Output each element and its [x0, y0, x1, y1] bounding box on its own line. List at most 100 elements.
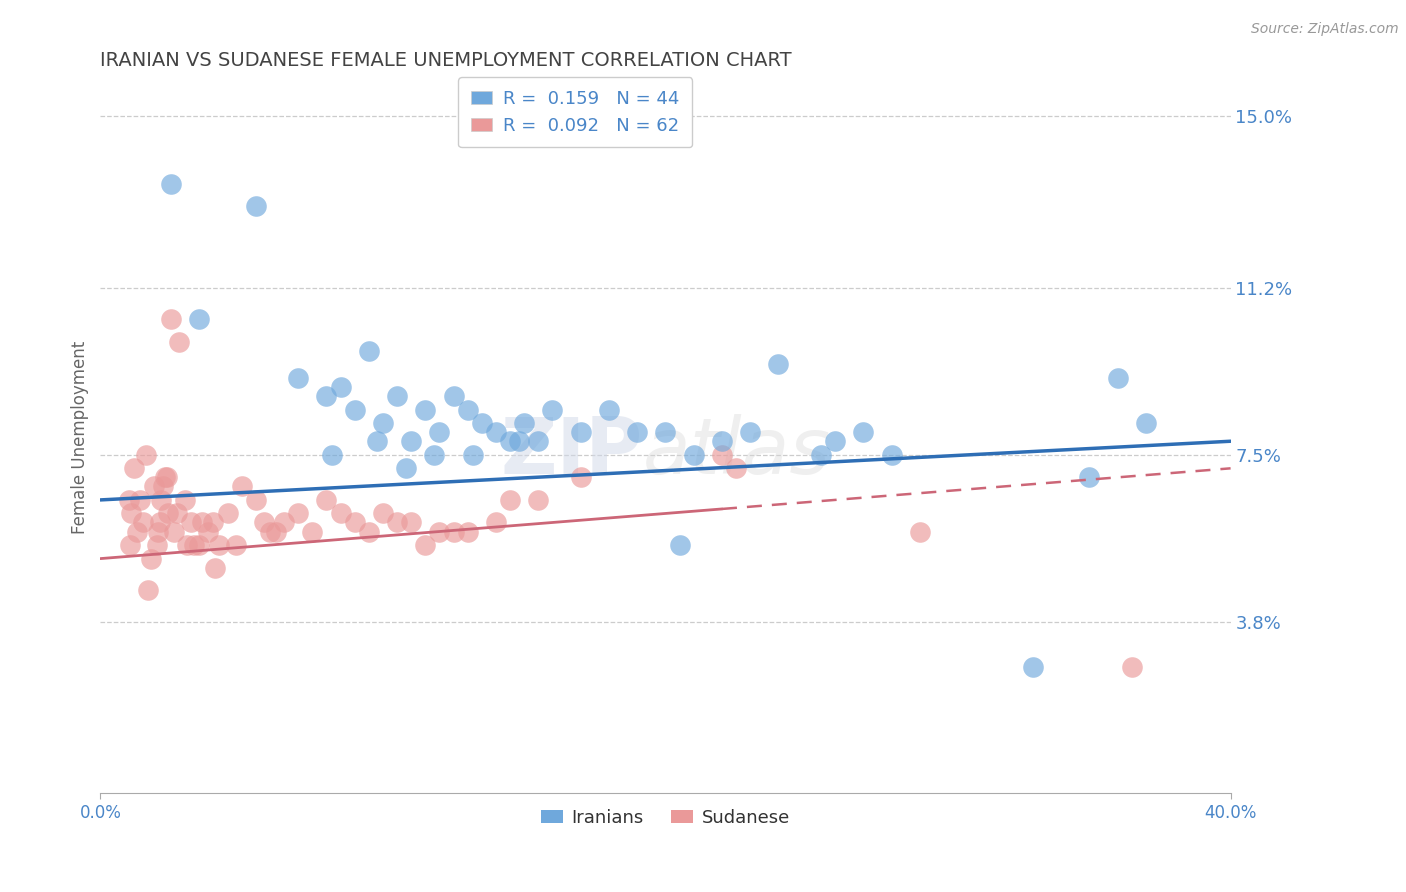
Point [668, 538, 690, 552]
Point [366, 434, 388, 449]
Point [485, 516, 508, 530]
Point [143, 479, 166, 493]
Point [880, 448, 903, 462]
Point [508, 434, 530, 449]
Point [117, 492, 139, 507]
Point [399, 434, 422, 449]
Point [169, 334, 191, 349]
Point [156, 470, 179, 484]
Point [527, 434, 550, 449]
Point [626, 425, 648, 440]
Point [135, 448, 157, 462]
Point [513, 416, 536, 430]
Point [157, 507, 180, 521]
Point [385, 516, 408, 530]
Point [245, 199, 267, 213]
Point [463, 448, 485, 462]
Point [711, 434, 734, 449]
Point [329, 507, 352, 521]
Point [141, 551, 163, 566]
Point [188, 312, 211, 326]
Point [443, 389, 465, 403]
Point [443, 524, 465, 539]
Point [457, 402, 479, 417]
Point [191, 516, 214, 530]
Y-axis label: Female Unemployment: Female Unemployment [72, 342, 89, 534]
Point [315, 492, 337, 507]
Point [357, 343, 380, 358]
Point [1121, 660, 1143, 674]
Point [329, 380, 352, 394]
Point [225, 538, 247, 552]
Point [654, 425, 676, 440]
Point [541, 402, 564, 417]
Point [371, 507, 394, 521]
Point [740, 425, 762, 440]
Point [202, 516, 225, 530]
Point [413, 538, 436, 552]
Point [120, 507, 142, 521]
Point [149, 516, 172, 530]
Point [174, 492, 197, 507]
Point [343, 402, 366, 417]
Point [253, 516, 276, 530]
Point [569, 425, 592, 440]
Point [259, 524, 281, 539]
Point [908, 524, 931, 539]
Point [118, 538, 141, 552]
Point [301, 524, 323, 539]
Point [598, 402, 620, 417]
Text: IRANIAN VS SUDANESE FEMALE UNEMPLOYMENT CORRELATION CHART: IRANIAN VS SUDANESE FEMALE UNEMPLOYMENT … [100, 51, 792, 70]
Point [148, 524, 170, 539]
Point [343, 516, 366, 530]
Text: atlas: atlas [643, 414, 831, 490]
Point [160, 177, 183, 191]
Point [166, 507, 188, 521]
Point [150, 492, 173, 507]
Point [208, 538, 231, 552]
Point [768, 358, 790, 372]
Point [146, 538, 169, 552]
Point [1107, 371, 1129, 385]
Point [423, 448, 446, 462]
Point [394, 461, 416, 475]
Point [155, 470, 177, 484]
Point [180, 516, 202, 530]
Point [321, 448, 343, 462]
Point [413, 402, 436, 417]
Point [183, 538, 205, 552]
Point [125, 524, 148, 539]
Point [357, 524, 380, 539]
Point [204, 560, 226, 574]
Point [163, 524, 186, 539]
Point [711, 448, 734, 462]
Point [429, 524, 451, 539]
Legend: Iranians, Sudanese: Iranians, Sudanese [534, 802, 797, 834]
Point [264, 524, 287, 539]
Point [197, 524, 219, 539]
Point [273, 516, 295, 530]
Point [1078, 470, 1101, 484]
Point [499, 434, 522, 449]
Point [287, 507, 309, 521]
Point [188, 538, 211, 552]
Text: ZIP: ZIP [501, 414, 643, 490]
Point [725, 461, 748, 475]
Point [129, 492, 152, 507]
Point [315, 389, 337, 403]
Point [682, 448, 704, 462]
Point [824, 434, 846, 449]
Point [471, 416, 494, 430]
Point [527, 492, 550, 507]
Point [1135, 416, 1157, 430]
Point [152, 479, 174, 493]
Point [231, 479, 253, 493]
Point [132, 516, 155, 530]
Point [160, 312, 183, 326]
Point [499, 492, 522, 507]
Point [852, 425, 875, 440]
Point [399, 516, 422, 530]
Text: Source: ZipAtlas.com: Source: ZipAtlas.com [1251, 22, 1399, 37]
Point [485, 425, 508, 440]
Point [122, 461, 145, 475]
